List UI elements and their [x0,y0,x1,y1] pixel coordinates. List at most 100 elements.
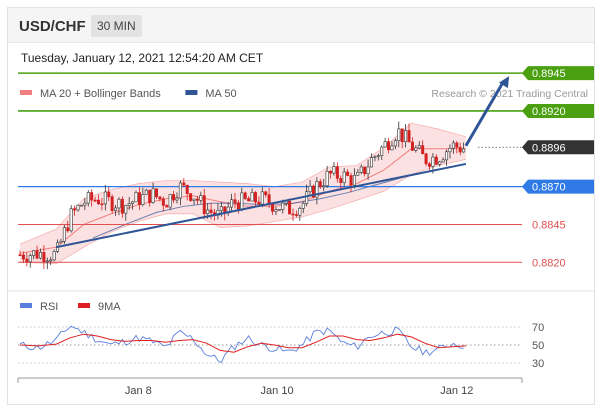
candle-body [103,191,107,205]
candle-body [383,141,387,148]
candle-body [363,166,367,175]
candle-body [66,227,70,232]
candle-body [390,145,394,151]
candle-body [414,147,418,151]
candle-body [462,148,466,153]
candle-body [148,189,152,203]
candle-body [260,191,264,205]
candle-body [192,198,196,201]
level-label-4: 0.8845 [532,219,566,231]
candle-body [417,145,421,149]
candle-body [110,196,114,211]
candle-body [373,156,377,158]
candle-body [137,192,141,205]
rsi-legend-label-1: 9MA [98,301,121,313]
x-tick-label-0: Jan 8 [125,385,152,397]
candle-body [155,188,159,198]
rsi-tick-label-30: 30 [532,358,544,370]
candle-body [448,147,452,153]
candle-body [202,195,206,215]
candle-body [117,198,121,209]
candle-body [219,206,223,211]
candle-body [455,142,459,148]
rsi-ma-line [19,333,466,353]
candle-body [141,194,145,205]
candle-body [352,174,356,186]
level-tag-0 [522,66,594,81]
candle-body [25,258,29,263]
candle-body [28,255,32,263]
candle-body [93,199,97,202]
level-label-2: 0.8896 [532,142,566,154]
candle-body [294,214,298,216]
candle-body [274,209,278,212]
ma20-line [19,148,466,254]
candle-body [281,202,285,210]
candle-body [79,204,83,207]
candle-body [404,130,408,143]
candle-body [172,194,176,201]
candle-body [35,250,39,259]
candle-body [90,192,94,201]
legend-swatch-1 [185,90,198,95]
candle-body [332,166,336,174]
candle-body [445,151,449,161]
candle-body [49,259,53,262]
candle-body [318,181,322,187]
candle-body [76,204,80,211]
forecast-arrow-head [498,76,510,89]
candle-body [233,199,237,204]
candle-body [247,198,251,202]
level-label-0: 0.8945 [532,68,566,80]
candle-body [380,146,384,156]
level-label-3: 0.8870 [532,182,566,194]
candle-body [322,185,326,188]
candle-body [311,185,315,198]
candle-body [339,178,343,183]
candle-body [230,199,234,208]
interval-badge[interactable]: 30 MIN [91,15,142,37]
candle-body [397,128,401,141]
candle-body [131,201,135,204]
candle-body [83,202,87,206]
candle-body [38,252,42,259]
level-tag-2 [522,140,594,155]
candle-body [182,182,186,186]
candle-body [52,251,56,261]
candle-body [277,209,281,211]
candle-body [410,141,414,151]
level-label-5: 0.8820 [532,257,566,269]
candle-body [21,254,25,260]
candle-body [86,192,90,204]
symbol-title: USD/CHF [19,18,86,35]
candle-body [441,159,445,163]
candle-body [434,156,438,165]
rsi-tick-label-70: 70 [532,322,544,334]
candle-body [393,140,397,147]
candle-body [267,194,271,205]
candle-body [329,170,333,174]
candle-body [424,153,428,165]
candle-body [189,193,193,201]
candle-body [165,205,169,208]
candle-body [431,156,435,167]
credit-label: Research © 2021 Trading Central [431,88,588,100]
candle-body [120,198,124,214]
candle-body [114,207,118,211]
candle-body [346,171,350,176]
candle-body [438,161,442,165]
candle-body [250,192,254,202]
candle-body [195,198,199,201]
level-tag-3 [522,179,594,194]
x-tick-label-1: Jan 10 [261,385,294,397]
candle-body [161,198,165,206]
rsi-legend-label-0: RSI [40,301,58,313]
candle-body [308,185,312,193]
level-label-1: 0.8920 [532,106,566,118]
candle-body [206,209,210,215]
candle-body [240,192,244,211]
candle-body [407,130,411,143]
candle-body [325,170,329,187]
candle-body [124,205,128,214]
